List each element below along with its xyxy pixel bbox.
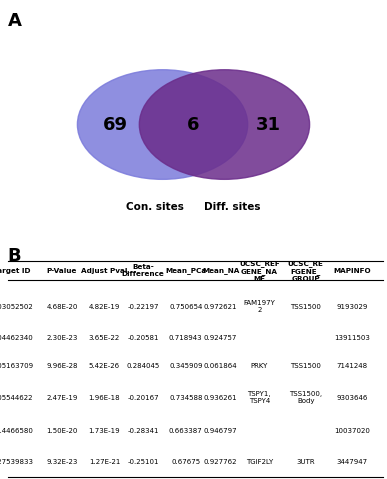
- Text: Beta-
Difference: Beta- Difference: [122, 264, 164, 277]
- Text: 0.927762: 0.927762: [204, 459, 237, 465]
- Text: A: A: [8, 12, 22, 31]
- Circle shape: [77, 70, 248, 179]
- Text: UCSC_REF
GENE_NA
ME: UCSC_REF GENE_NA ME: [239, 260, 280, 282]
- Text: Mean_PCa: Mean_PCa: [165, 267, 206, 274]
- Text: 0.284045: 0.284045: [127, 364, 160, 369]
- Text: 13911503: 13911503: [334, 335, 370, 341]
- Text: 10037020: 10037020: [334, 428, 370, 434]
- Text: 0.061864: 0.061864: [204, 364, 237, 369]
- Text: 9303646: 9303646: [336, 395, 368, 400]
- Text: -0.28341: -0.28341: [127, 428, 159, 434]
- Text: TSPY1,
TSPY4: TSPY1, TSPY4: [247, 391, 271, 404]
- Text: 1.73E-19: 1.73E-19: [89, 428, 120, 434]
- Text: 0.345909: 0.345909: [169, 364, 202, 369]
- Text: 0.67675: 0.67675: [171, 459, 200, 465]
- Text: MAPINFO: MAPINFO: [333, 268, 371, 274]
- Text: TSS1500,
Body: TSS1500, Body: [289, 391, 322, 404]
- Text: 0.936261: 0.936261: [204, 395, 237, 400]
- Text: cg04462340: cg04462340: [0, 335, 34, 341]
- Text: 1.50E-20: 1.50E-20: [46, 428, 78, 434]
- Text: UCSC_RE
FGENE_
GROUP: UCSC_RE FGENE_ GROUP: [288, 260, 324, 282]
- Text: TSS1500: TSS1500: [290, 364, 321, 369]
- Text: 3UTR: 3UTR: [296, 459, 315, 465]
- Text: 3447947: 3447947: [337, 459, 368, 465]
- Text: cg14466580: cg14466580: [0, 428, 34, 434]
- Text: Mean_NA: Mean_NA: [202, 267, 239, 274]
- Text: 9193029: 9193029: [336, 304, 368, 309]
- Text: FAM197Y
2: FAM197Y 2: [243, 300, 275, 313]
- Text: cg05544622: cg05544622: [0, 395, 33, 400]
- Text: 2.47E-19: 2.47E-19: [46, 395, 78, 400]
- Text: 0.750654: 0.750654: [169, 304, 202, 309]
- Text: cg27539833: cg27539833: [0, 459, 34, 465]
- Text: -0.25101: -0.25101: [127, 459, 159, 465]
- Text: 9.96E-28: 9.96E-28: [46, 364, 78, 369]
- Text: 31: 31: [256, 115, 281, 134]
- Text: 4.68E-20: 4.68E-20: [46, 304, 78, 309]
- Text: 2.30E-23: 2.30E-23: [46, 335, 78, 341]
- Text: 9.32E-23: 9.32E-23: [46, 459, 78, 465]
- Text: 1.27E-21: 1.27E-21: [89, 459, 120, 465]
- Text: TSS1500: TSS1500: [290, 304, 321, 309]
- Text: 0.972621: 0.972621: [204, 304, 237, 309]
- Text: -0.20581: -0.20581: [127, 335, 159, 341]
- Text: -0.22197: -0.22197: [127, 304, 159, 309]
- Text: 0.734588: 0.734588: [169, 395, 202, 400]
- Text: 6: 6: [187, 115, 200, 134]
- Text: 0.718943: 0.718943: [169, 335, 202, 341]
- Text: PRKY: PRKY: [251, 364, 268, 369]
- Text: 0.663387: 0.663387: [169, 428, 203, 434]
- Text: 1.96E-18: 1.96E-18: [89, 395, 120, 400]
- Text: Diff. sites: Diff. sites: [204, 202, 260, 212]
- Text: 4.82E-19: 4.82E-19: [89, 304, 120, 309]
- Text: 3.65E-22: 3.65E-22: [89, 335, 120, 341]
- Text: 0.946797: 0.946797: [204, 428, 237, 434]
- Text: cg05163709: cg05163709: [0, 364, 34, 369]
- Text: Target ID: Target ID: [0, 268, 30, 274]
- Text: -0.20167: -0.20167: [127, 395, 159, 400]
- Text: 5.42E-26: 5.42E-26: [89, 364, 120, 369]
- Text: TGIF2LY: TGIF2LY: [246, 459, 273, 465]
- Text: P-Value: P-Value: [47, 268, 77, 274]
- Text: 7141248: 7141248: [337, 364, 368, 369]
- Text: cg03052502: cg03052502: [0, 304, 34, 309]
- Text: Adjust Pval: Adjust Pval: [81, 268, 128, 274]
- Text: 69: 69: [103, 115, 128, 134]
- Text: B: B: [8, 247, 21, 265]
- Circle shape: [139, 70, 310, 179]
- Text: Con. sites: Con. sites: [126, 202, 184, 212]
- Text: 0.924757: 0.924757: [204, 335, 237, 341]
